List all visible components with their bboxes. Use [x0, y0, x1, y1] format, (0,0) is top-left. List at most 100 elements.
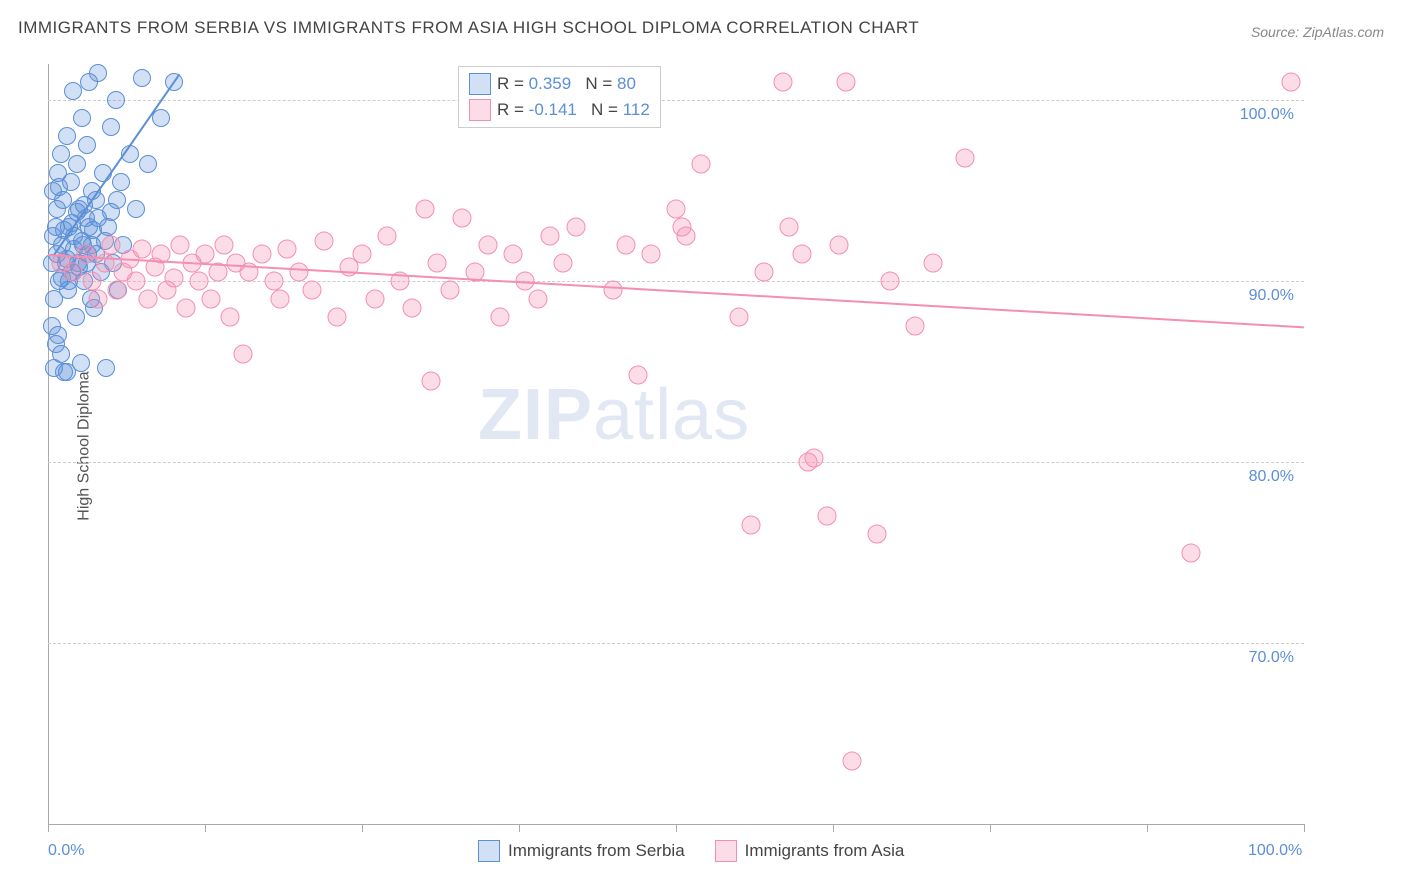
- scatter-point: [780, 217, 799, 236]
- scatter-point: [133, 69, 151, 87]
- scatter-point: [836, 73, 855, 92]
- legend-swatch: [469, 99, 491, 121]
- scatter-point: [67, 308, 85, 326]
- x-tick: [1304, 824, 1305, 832]
- scatter-point: [152, 109, 170, 127]
- gridline: [48, 462, 1304, 463]
- scatter-point: [315, 232, 334, 251]
- scatter-plot-area: ZIPatlas 70.0%80.0%90.0%100.0%0.0%100.0%…: [48, 64, 1304, 824]
- x-tick: [362, 824, 363, 832]
- scatter-point: [58, 127, 76, 145]
- y-axis-line: [48, 64, 49, 824]
- scatter-point: [126, 272, 145, 291]
- gridline: [48, 281, 1304, 282]
- scatter-point: [641, 245, 660, 264]
- scatter-point: [164, 268, 183, 287]
- gridline: [48, 643, 1304, 644]
- scatter-point: [271, 290, 290, 309]
- scatter-point: [108, 191, 126, 209]
- x-tick-label-max: 100.0%: [1248, 842, 1302, 860]
- scatter-point: [553, 254, 572, 273]
- scatter-point: [729, 308, 748, 327]
- scatter-point: [64, 263, 83, 282]
- correlation-legend-row: R = -0.141 N = 112: [469, 97, 650, 123]
- scatter-point: [68, 155, 86, 173]
- scatter-point: [616, 235, 635, 254]
- scatter-point: [47, 335, 65, 353]
- y-tick-label: 90.0%: [1249, 287, 1294, 305]
- scatter-point: [108, 281, 127, 300]
- scatter-point: [252, 245, 271, 264]
- scatter-point: [327, 308, 346, 327]
- scatter-point: [528, 290, 547, 309]
- scatter-point: [196, 245, 215, 264]
- scatter-point: [202, 290, 221, 309]
- x-tick: [48, 824, 49, 832]
- legend-swatch: [469, 73, 491, 95]
- scatter-point: [78, 136, 96, 154]
- scatter-point: [378, 226, 397, 245]
- source-attribution: Source: ZipAtlas.com: [1251, 24, 1384, 40]
- gridline: [48, 100, 1304, 101]
- scatter-point: [1181, 543, 1200, 562]
- scatter-point: [842, 751, 861, 770]
- x-tick: [205, 824, 206, 832]
- scatter-point: [905, 317, 924, 336]
- scatter-point: [365, 290, 384, 309]
- y-tick-label: 70.0%: [1249, 649, 1294, 667]
- scatter-point: [101, 235, 120, 254]
- scatter-point: [415, 199, 434, 218]
- scatter-point: [428, 254, 447, 273]
- scatter-point: [955, 149, 974, 168]
- series-legend-label: Immigrants from Serbia: [508, 841, 685, 861]
- scatter-point: [50, 178, 68, 196]
- scatter-point: [73, 109, 91, 127]
- scatter-point: [302, 281, 321, 300]
- scatter-point: [773, 73, 792, 92]
- scatter-point: [830, 235, 849, 254]
- scatter-point: [290, 263, 309, 282]
- scatter-point: [805, 449, 824, 468]
- watermark: ZIPatlas: [478, 374, 750, 456]
- scatter-point: [139, 290, 158, 309]
- x-tick: [990, 824, 991, 832]
- scatter-point: [89, 64, 107, 82]
- chart-title: IMMIGRANTS FROM SERBIA VS IMMIGRANTS FRO…: [18, 18, 919, 38]
- scatter-point: [76, 245, 95, 264]
- y-tick-label: 100.0%: [1240, 106, 1294, 124]
- legend-swatch: [715, 840, 737, 862]
- scatter-point: [742, 516, 761, 535]
- scatter-point: [792, 245, 811, 264]
- scatter-point: [491, 308, 510, 327]
- scatter-point: [112, 173, 130, 191]
- scatter-point: [566, 217, 585, 236]
- scatter-point: [353, 245, 372, 264]
- scatter-point: [43, 317, 61, 335]
- scatter-point: [754, 263, 773, 282]
- scatter-point: [867, 525, 886, 544]
- legend-swatch: [478, 840, 500, 862]
- scatter-point: [677, 226, 696, 245]
- scatter-point: [127, 200, 145, 218]
- scatter-point: [89, 290, 108, 309]
- scatter-point: [604, 281, 623, 300]
- scatter-point: [221, 308, 240, 327]
- scatter-point: [82, 272, 101, 291]
- scatter-point: [667, 199, 686, 218]
- scatter-point: [692, 154, 711, 173]
- scatter-point: [233, 344, 252, 363]
- scatter-point: [107, 91, 125, 109]
- scatter-point: [453, 208, 472, 227]
- scatter-point: [48, 200, 66, 218]
- legend-stats: R = 0.359 N = 80: [497, 71, 636, 97]
- scatter-point: [177, 299, 196, 318]
- scatter-point: [170, 235, 189, 254]
- y-tick-label: 80.0%: [1249, 468, 1294, 486]
- scatter-point: [58, 363, 76, 381]
- scatter-point: [629, 366, 648, 385]
- scatter-point: [277, 239, 296, 258]
- correlation-legend: R = 0.359 N = 80R = -0.141 N = 112: [458, 66, 661, 128]
- scatter-point: [102, 118, 120, 136]
- scatter-point: [541, 226, 560, 245]
- series-legend: Immigrants from SerbiaImmigrants from As…: [478, 840, 904, 862]
